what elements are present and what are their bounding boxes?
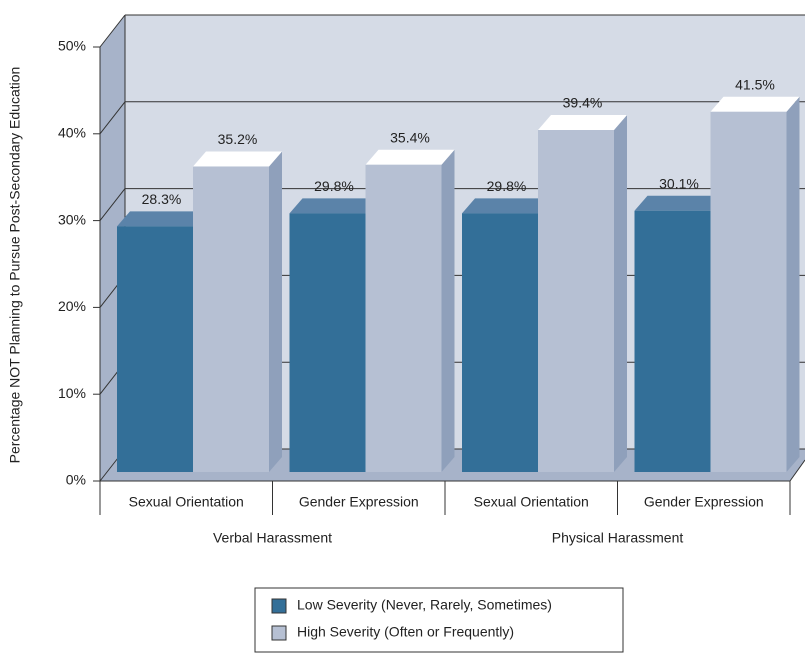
bar-top (710, 96, 800, 112)
grid-line-side (99, 101, 126, 135)
value-label: 39.4% (563, 95, 603, 111)
bar-top (117, 211, 206, 227)
value-label: 29.8% (314, 178, 354, 194)
bar (193, 166, 269, 473)
legend-label: Low Severity (Never, Rarely, Sometimes) (297, 597, 552, 613)
value-label: 28.3% (142, 191, 182, 207)
x-tick-label: Gender Expression (644, 494, 764, 510)
value-label: 30.1% (659, 175, 699, 191)
grid-line-side (99, 188, 126, 221)
y-tick-label: 20% (58, 298, 86, 314)
bar (710, 111, 787, 472)
bar-side (786, 96, 800, 472)
bar (634, 210, 711, 472)
x-tick-label: Sexual Orientation (129, 494, 244, 510)
bar-top (193, 151, 282, 167)
bar-top (365, 149, 455, 165)
bar-side (614, 115, 627, 473)
bar-top (462, 198, 551, 214)
legend-label: High Severity (Often or Frequently) (297, 624, 514, 640)
y-tick-label: 40% (58, 125, 86, 141)
group-label: Physical Harassment (552, 530, 684, 546)
value-label: 29.8% (487, 178, 527, 194)
y-tick-label: 10% (58, 385, 86, 401)
value-label: 35.4% (390, 129, 430, 145)
y-tick-label: 30% (58, 211, 86, 227)
y-tick-label: 50% (58, 38, 86, 54)
legend-swatch (271, 598, 287, 614)
x-tick-label: Gender Expression (299, 494, 419, 510)
y-axis-title: Percentage NOT Planning to Pursue Post-S… (7, 67, 23, 464)
bar (462, 213, 538, 472)
bar (117, 226, 193, 472)
value-label: 41.5% (735, 76, 775, 92)
value-label: 35.2% (218, 131, 258, 147)
bar-side (441, 149, 455, 472)
bar (365, 164, 442, 472)
bar-top (289, 198, 379, 214)
grid-line-side (99, 14, 126, 48)
x-tick-label: Sexual Orientation (474, 494, 589, 510)
bar (289, 213, 366, 472)
bar (538, 130, 614, 472)
bar-side (269, 151, 282, 473)
legend-swatch (271, 625, 287, 641)
floor-edge (789, 459, 805, 482)
y-tick-label: 0% (66, 472, 86, 488)
group-label: Verbal Harassment (213, 530, 332, 546)
bar-top (538, 115, 627, 131)
legend (254, 587, 624, 653)
bar-top (634, 195, 724, 211)
